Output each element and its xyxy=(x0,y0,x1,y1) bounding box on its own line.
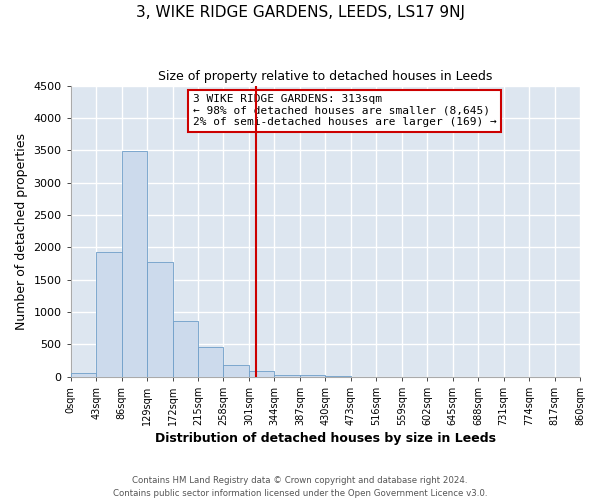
Title: Size of property relative to detached houses in Leeds: Size of property relative to detached ho… xyxy=(158,70,493,83)
Text: 3, WIKE RIDGE GARDENS, LEEDS, LS17 9NJ: 3, WIKE RIDGE GARDENS, LEEDS, LS17 9NJ xyxy=(136,5,464,20)
Text: Contains HM Land Registry data © Crown copyright and database right 2024.
Contai: Contains HM Land Registry data © Crown c… xyxy=(113,476,487,498)
Bar xyxy=(223,366,249,376)
Bar xyxy=(122,151,147,376)
Bar xyxy=(249,370,274,376)
Bar xyxy=(147,262,173,376)
Bar xyxy=(71,374,96,376)
Bar xyxy=(274,374,300,376)
Text: 3 WIKE RIDGE GARDENS: 313sqm
← 98% of detached houses are smaller (8,645)
2% of : 3 WIKE RIDGE GARDENS: 313sqm ← 98% of de… xyxy=(193,94,497,128)
Y-axis label: Number of detached properties: Number of detached properties xyxy=(15,132,28,330)
Bar xyxy=(198,347,223,376)
Bar xyxy=(173,321,198,376)
X-axis label: Distribution of detached houses by size in Leeds: Distribution of detached houses by size … xyxy=(155,432,496,445)
Bar xyxy=(96,252,122,376)
